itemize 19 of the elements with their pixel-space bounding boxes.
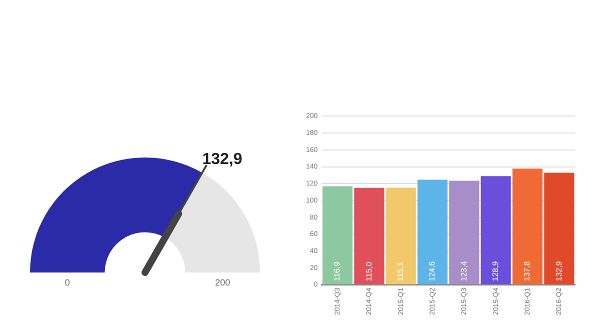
data-label: 116,9 (332, 261, 342, 282)
data-label: 124,6 (428, 260, 437, 282)
text: 0 (64, 277, 70, 288)
bar (544, 172, 574, 284)
bar (386, 188, 416, 284)
bar (480, 176, 511, 284)
data-label: 115,0 (364, 261, 374, 282)
bar (417, 180, 448, 284)
data-label: 132,9 (554, 260, 564, 282)
data-label: 123,4 (459, 260, 468, 282)
text: 200 (215, 277, 230, 288)
bar (354, 188, 384, 284)
data-label: 132,9 (202, 151, 242, 168)
data-label: 115,1 (396, 261, 406, 282)
bar (449, 180, 480, 284)
data-label: 128,9 (491, 260, 500, 282)
data-label: 137,8 (522, 260, 532, 282)
bar (512, 168, 543, 284)
bar (322, 186, 353, 284)
